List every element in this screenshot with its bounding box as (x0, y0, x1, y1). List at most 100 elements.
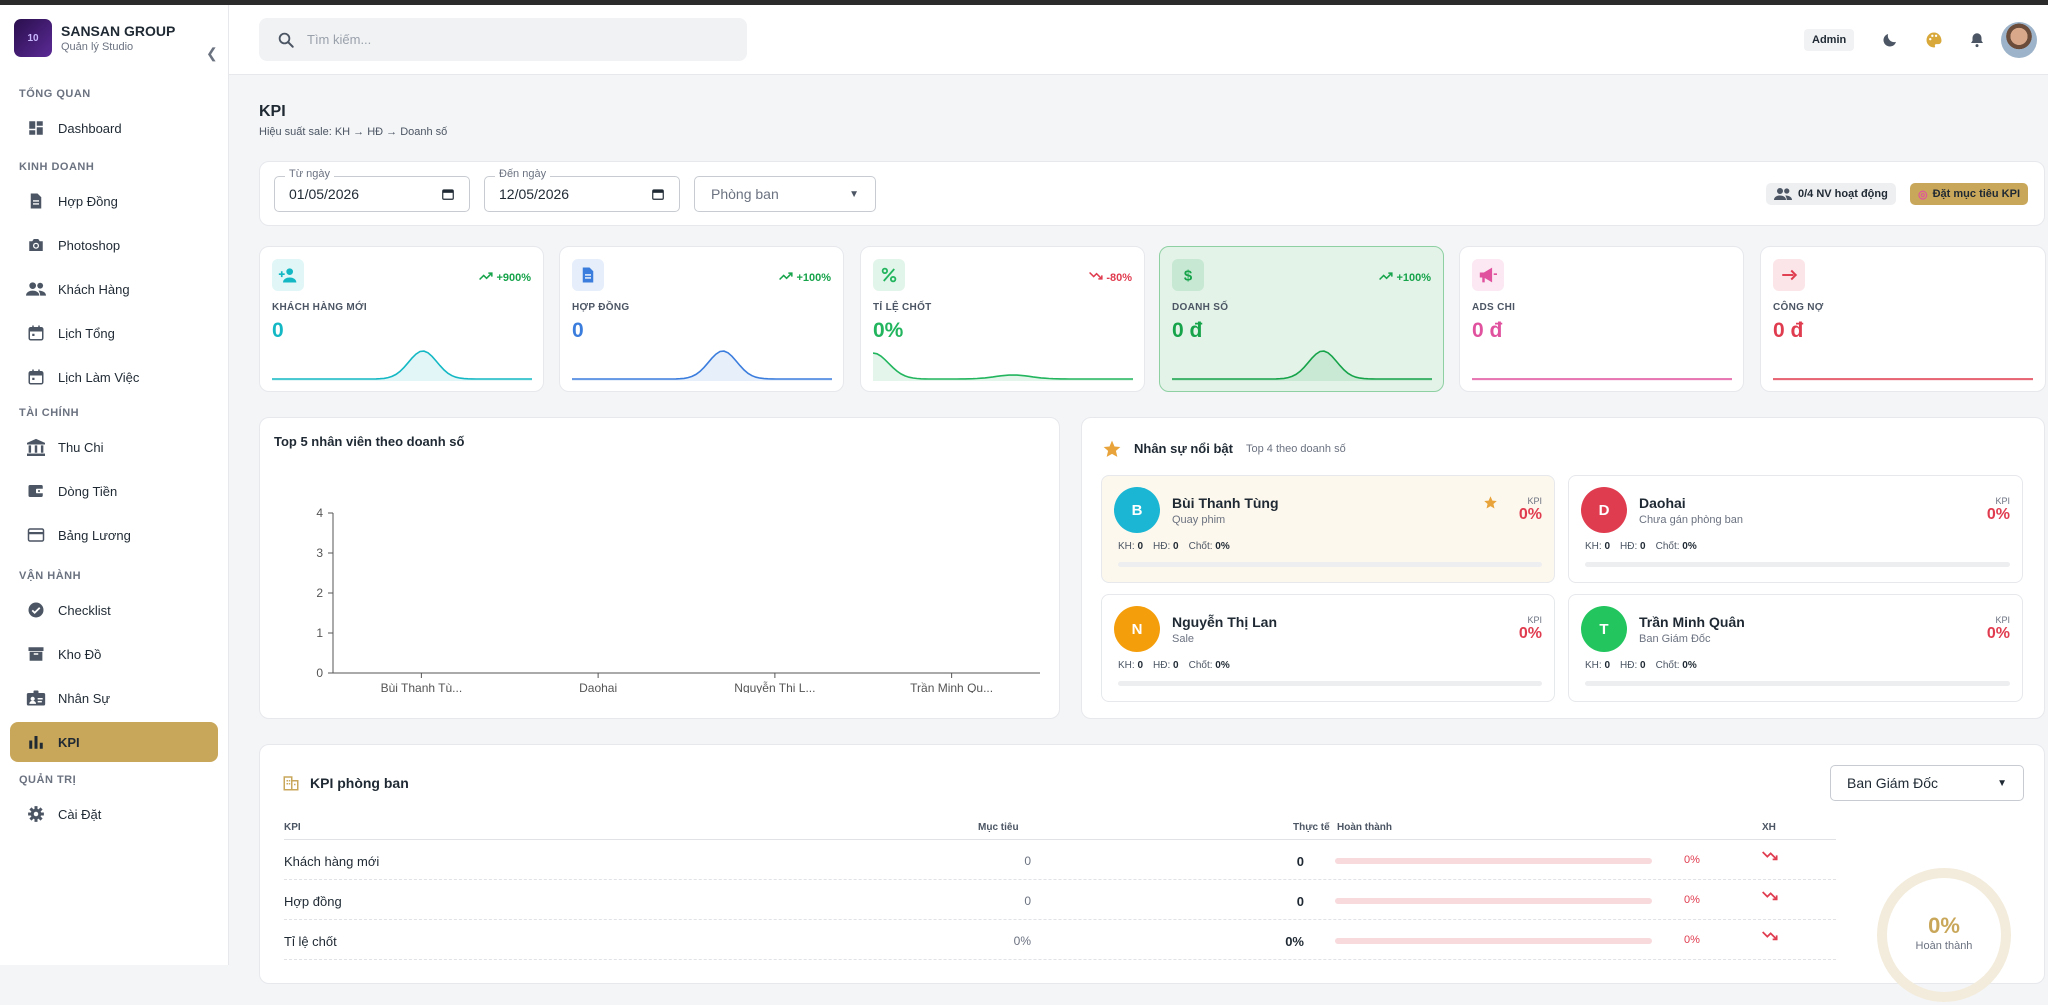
collapse-sidebar-icon[interactable]: ❮ (206, 45, 218, 61)
sidebar-item-label: Photoshop (58, 237, 121, 253)
sidebar-item-khach-hang[interactable]: Khách Hàng (10, 269, 218, 309)
svg-text:$: $ (1184, 267, 1193, 284)
sidebar-item-kho-do[interactable]: Kho Đồ (10, 634, 218, 674)
brand-subtitle: Quản lý Studio (61, 41, 134, 53)
stat-val: 0 (1173, 660, 1179, 671)
staff-avatar: D (1581, 487, 1627, 533)
palette-icon[interactable] (1923, 29, 1945, 51)
dashboard-icon (26, 118, 46, 138)
kpi-progress-bar (1335, 898, 1652, 904)
sparkline (1472, 378, 1732, 381)
sparkline-line (272, 350, 532, 380)
user-avatar[interactable] (2001, 22, 2037, 58)
stat-card-3[interactable]: -80% TỈ LỆ CHỐT 0% (860, 246, 1145, 392)
sidebar-item-kpi[interactable]: KPI (10, 722, 218, 762)
featured-staff-subtitle: Top 4 theo doanh số (1246, 443, 1346, 455)
staff-card[interactable]: T Trần Minh Quân Ban Giám Đốc KPI 0% KH: 0 HĐ:… (1568, 594, 2023, 702)
brand[interactable]: 10 SANSAN GROUP Quản lý Studio ❮ (14, 19, 218, 61)
stat-key: HĐ: (1153, 541, 1171, 552)
wallet-icon (26, 481, 46, 501)
kpi-department-select[interactable]: Ban Giám Đốc ▼ (1830, 765, 2024, 801)
to-date-input[interactable]: Đến ngày 12/05/2026 (484, 168, 680, 212)
sidebar-item-photoshop[interactable]: Photoshop (10, 225, 218, 265)
sidebar-item-label: Thu Chi (58, 439, 104, 455)
stat-key: KH: (1585, 541, 1602, 552)
page-subtitle: Hiệu suất sale: KH → HĐ → Doanh số (259, 126, 448, 138)
kpi-percent: 0% (1684, 934, 1700, 946)
trend-badge: +100% (779, 271, 831, 284)
check-circle-icon (26, 600, 46, 620)
sidebar-item-label: Bảng Lương (58, 527, 131, 543)
stat-value: 0 đ (1773, 319, 1804, 342)
staff-kpi-value: 0% (1518, 506, 1542, 523)
sidebar-item-label: Lịch Tổng (58, 325, 115, 341)
camera-icon (26, 235, 46, 255)
stat-card-5[interactable]: ADS CHI 0 đ (1459, 246, 1744, 392)
calendar-icon[interactable] (651, 187, 665, 201)
sparkline-area (272, 351, 532, 381)
sidebar-item-label: Checklist (58, 602, 111, 618)
sparkline (1773, 378, 2033, 381)
kpi-actual: 0 (1296, 854, 1304, 869)
stat-card-2[interactable]: +100% HỢP ĐỒNG 0 (559, 246, 844, 392)
sidebar-item-lich-lam-viec[interactable]: Lịch Làm Việc (10, 357, 218, 397)
featured-staff-title: Nhân sự nổi bật (1134, 441, 1233, 456)
kpi-target: 0% (1013, 934, 1031, 948)
search-placeholder: Tìm kiếm... (307, 32, 372, 47)
set-kpi-goal-button[interactable]: ◎ Đặt mục tiêu KPI (1910, 183, 2029, 205)
staff-role: Sale (1172, 633, 1195, 645)
dark-mode-icon[interactable] (1879, 29, 1901, 51)
y-tick-label: 4 (316, 506, 323, 520)
staff-card[interactable]: D Daohai Chưa gán phòng ban KPI 0% KH: 0 HĐ: 0… (1568, 475, 2023, 583)
col-header-rank: XH (1762, 822, 1776, 833)
department-placeholder: Phòng ban (711, 186, 779, 202)
active-staff-badge: 0/4 NV hoạt động (1766, 183, 1896, 205)
calendar-icon[interactable] (441, 187, 455, 201)
sparkline-line (572, 350, 832, 380)
stat-key: KH: (1585, 660, 1602, 671)
sparkline (1172, 350, 1432, 381)
sidebar-item-dong-tien[interactable]: Dòng Tiền (10, 471, 218, 511)
from-date-value: 01/05/2026 (289, 186, 360, 202)
search-input[interactable]: Tìm kiếm... (259, 18, 747, 61)
stat-val: 0 (1137, 541, 1144, 552)
sidebar-item-lich-tong[interactable]: Lịch Tổng (10, 313, 218, 353)
y-tick-label: 0 (316, 666, 323, 680)
percent-icon (873, 259, 905, 291)
trend-value: +100% (796, 271, 831, 284)
sidebar-section-heading: KINH DOANH (19, 161, 95, 173)
sidebar-item-cai-dat[interactable]: Cài Đặt (10, 794, 218, 834)
stat-label: CÔNG NỢ (1773, 302, 1824, 313)
bell-icon[interactable] (1966, 29, 1988, 51)
staff-card[interactable]: N Nguyễn Thị Lan Sale KPI 0% KH: 0 HĐ: 0 Chốt: … (1101, 594, 1555, 702)
staff-name: Nguyễn Thị Lan (1172, 614, 1277, 630)
department-select[interactable]: Phòng ban ▼ (694, 176, 876, 212)
stat-card-6[interactable]: CÔNG NỢ 0 đ (1760, 246, 2046, 392)
document-icon (26, 191, 46, 211)
staff-kpi-label: KPI (1527, 615, 1542, 625)
trend-value: +900% (496, 271, 531, 284)
col-header-kpi: KPI (284, 822, 301, 833)
stat-card-4[interactable]: $ +100% DOANH SỐ 0 đ (1159, 246, 1444, 392)
staff-kpi-label: KPI (1527, 496, 1542, 506)
staff-progress-bar (1585, 562, 2010, 567)
filter-bar: Từ ngày 01/05/2026 Đến ngày 12/05/2026 P… (259, 161, 2045, 226)
sidebar-item-hop-dong[interactable]: Hợp Đồng (10, 181, 218, 221)
stat-val: 0 (1604, 660, 1611, 671)
stat-card-1[interactable]: +900% KHÁCH HÀNG MỚI 0 (259, 246, 544, 392)
bar-chart-icon (26, 732, 46, 752)
from-date-input[interactable]: Từ ngày 01/05/2026 (274, 168, 470, 212)
gear-icon (26, 804, 46, 824)
sidebar-item-nhan-su[interactable]: Nhân Sự (10, 678, 218, 718)
x-tick-label: Daohai (579, 681, 617, 693)
kpi-percent: 0% (1684, 894, 1700, 906)
sidebar-item-label: Khách Hàng (58, 281, 130, 297)
sidebar-item-bang-luong[interactable]: Bảng Lương (10, 515, 218, 555)
stat-val: 0% (1682, 660, 1697, 671)
stat-val: 0 (1640, 541, 1646, 552)
x-tick-label: Bùi Thanh Tù... (381, 681, 463, 693)
sidebar-item-thu-chi[interactable]: Thu Chi (10, 427, 218, 467)
sidebar-item-dashboard[interactable]: Dashboard (10, 108, 218, 148)
sidebar-item-checklist[interactable]: Checklist (10, 590, 218, 630)
